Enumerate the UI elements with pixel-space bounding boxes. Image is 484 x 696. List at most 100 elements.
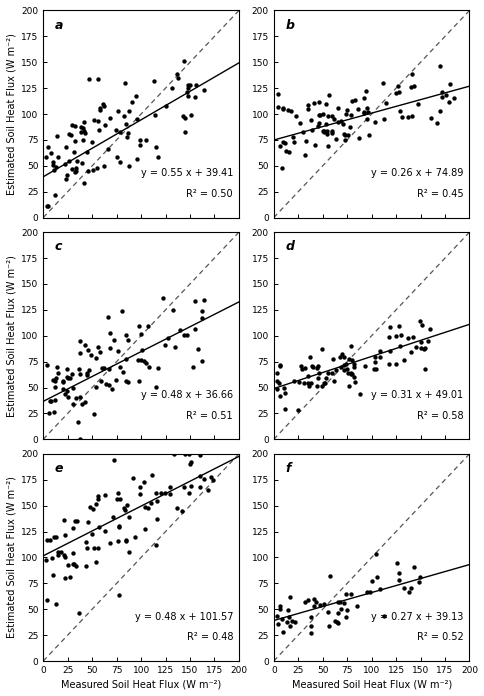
Point: [370, 357, 378, 368]
Point: [273, 619, 281, 630]
Point: [292, 111, 300, 122]
Point: [365, 587, 373, 598]
Point: [176, 324, 184, 335]
Point: [407, 583, 414, 594]
Point: [67, 129, 75, 141]
Point: [334, 116, 342, 127]
Point: [312, 363, 320, 374]
Point: [294, 377, 302, 388]
Point: [343, 104, 350, 116]
Point: [71, 146, 78, 157]
Point: [123, 132, 131, 143]
Point: [285, 620, 293, 631]
Point: [63, 371, 71, 382]
Point: [64, 559, 72, 570]
Point: [305, 381, 313, 392]
Point: [345, 381, 352, 392]
Point: [170, 448, 178, 459]
Point: [183, 86, 191, 97]
Point: [333, 617, 341, 628]
Text: R² = 0.48: R² = 0.48: [186, 633, 233, 642]
Point: [61, 529, 69, 540]
Point: [319, 126, 327, 137]
Point: [301, 363, 309, 374]
Point: [346, 340, 354, 351]
Point: [112, 125, 120, 136]
Point: [343, 363, 350, 374]
Point: [360, 108, 367, 119]
Point: [330, 113, 337, 125]
Point: [179, 329, 187, 340]
Point: [93, 493, 101, 505]
Point: [295, 118, 303, 129]
Point: [349, 371, 357, 382]
Point: [136, 489, 143, 500]
Point: [76, 122, 84, 133]
Point: [385, 358, 393, 370]
Point: [63, 169, 71, 180]
Point: [76, 434, 83, 445]
Point: [60, 383, 67, 395]
Text: f: f: [285, 462, 290, 475]
Point: [96, 104, 104, 116]
Point: [323, 607, 331, 618]
Point: [147, 470, 155, 481]
Point: [144, 362, 152, 373]
Point: [314, 367, 322, 379]
Point: [79, 122, 87, 134]
Point: [79, 177, 87, 188]
Point: [441, 89, 449, 100]
Point: [88, 529, 96, 540]
Text: y = 0.48 x + 36.66: y = 0.48 x + 36.66: [141, 390, 233, 400]
Point: [364, 129, 372, 140]
Point: [142, 358, 150, 369]
Point: [277, 163, 285, 174]
Point: [194, 343, 202, 354]
Point: [340, 134, 348, 145]
Point: [125, 512, 133, 523]
Point: [61, 389, 69, 400]
Point: [124, 377, 132, 388]
Point: [308, 125, 316, 136]
Point: [99, 99, 107, 110]
Point: [54, 550, 61, 561]
Point: [81, 537, 89, 548]
Point: [287, 616, 295, 627]
Point: [361, 86, 369, 97]
Point: [279, 383, 287, 394]
Point: [351, 377, 359, 388]
Point: [275, 377, 283, 388]
Point: [420, 342, 428, 354]
Point: [408, 69, 415, 80]
Point: [159, 292, 167, 303]
Text: a: a: [55, 19, 63, 32]
Text: R² = 0.52: R² = 0.52: [416, 633, 463, 642]
Point: [166, 481, 174, 492]
Point: [285, 612, 292, 623]
Point: [135, 376, 143, 387]
Point: [94, 73, 102, 84]
Point: [174, 72, 182, 84]
Point: [116, 157, 123, 168]
Point: [299, 127, 307, 138]
Text: R² = 0.58: R² = 0.58: [416, 411, 463, 420]
Point: [371, 116, 378, 127]
Point: [376, 584, 383, 595]
Point: [306, 628, 314, 639]
Point: [348, 95, 356, 106]
Point: [285, 592, 293, 603]
Point: [324, 367, 332, 379]
Point: [98, 363, 106, 374]
Point: [180, 55, 187, 66]
Point: [353, 601, 361, 612]
Point: [327, 125, 335, 136]
Point: [93, 341, 101, 352]
Point: [100, 160, 107, 171]
Text: y = 0.31 x + 49.01: y = 0.31 x + 49.01: [371, 390, 463, 400]
Point: [325, 89, 333, 100]
Point: [47, 395, 55, 406]
Point: [136, 482, 144, 493]
Point: [92, 162, 100, 173]
Point: [92, 556, 100, 567]
Point: [108, 512, 116, 523]
